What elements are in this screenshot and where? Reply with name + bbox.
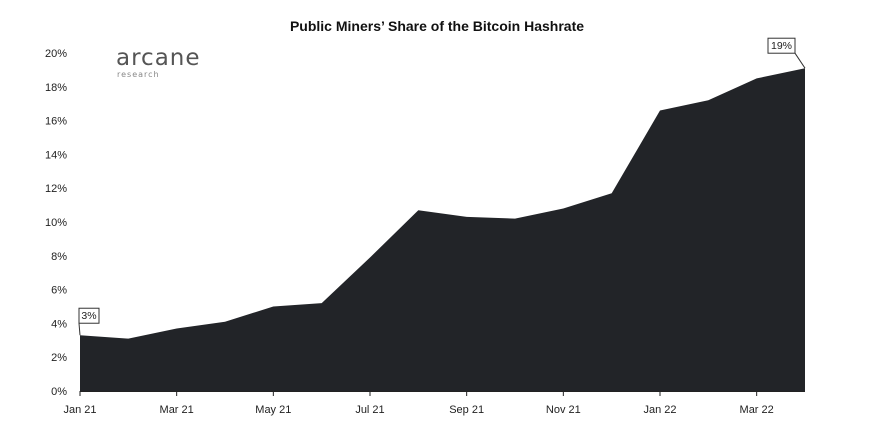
y-tick-label: 14% <box>45 149 67 161</box>
y-tick-label: 20% <box>45 48 67 60</box>
annotations: 3% 19% <box>78 37 806 336</box>
y-tick-label: 8% <box>51 251 67 263</box>
x-tick-label: Nov 21 <box>546 404 581 416</box>
arcane-research-logo: arcane research <box>116 46 201 79</box>
area-series <box>80 68 805 391</box>
x-tick-label: Jan 22 <box>643 404 676 416</box>
annotation-leader <box>78 323 81 336</box>
annotation-label: 19% <box>771 40 792 52</box>
hashrate-share-area <box>80 68 805 391</box>
y-tick-label: 0% <box>51 386 67 398</box>
annotation-callout: 19% <box>767 37 806 69</box>
x-axis: Jan 21 Mar 21 May 21 Jul 21 Sep 21 Nov 21 Jan … <box>63 391 805 416</box>
annotation-label: 3% <box>81 310 96 322</box>
y-tick-label: 16% <box>45 116 67 128</box>
y-tick-label: 2% <box>51 352 67 364</box>
y-tick-label: 10% <box>45 217 67 229</box>
y-tick-label: 6% <box>51 285 67 297</box>
logo-subtitle: research <box>117 70 160 79</box>
annotation-leader <box>794 52 806 69</box>
x-tick-label: Jul 21 <box>355 404 384 416</box>
annotation-box <box>767 37 796 54</box>
annotation-box <box>78 307 100 324</box>
x-tick-label: Mar 22 <box>740 404 774 416</box>
y-tick-label: 18% <box>45 82 67 94</box>
x-tick-label: Jan 21 <box>63 404 96 416</box>
y-tick-label: 4% <box>51 318 67 330</box>
y-tick-label: 12% <box>45 183 67 195</box>
x-tick-label: Mar 21 <box>160 404 194 416</box>
y-axis: 0% 2% 4% 6% 8% 10% 12% 14% 16% 18% 20% <box>45 48 67 398</box>
x-tick-label: Sep 21 <box>449 404 484 416</box>
annotation-callout: 3% <box>78 307 100 336</box>
x-tick-label: May 21 <box>255 404 291 416</box>
chart-title: Public Miners’ Share of the Bitcoin Hash… <box>289 18 585 34</box>
logo-wordmark: arcane <box>116 45 201 71</box>
